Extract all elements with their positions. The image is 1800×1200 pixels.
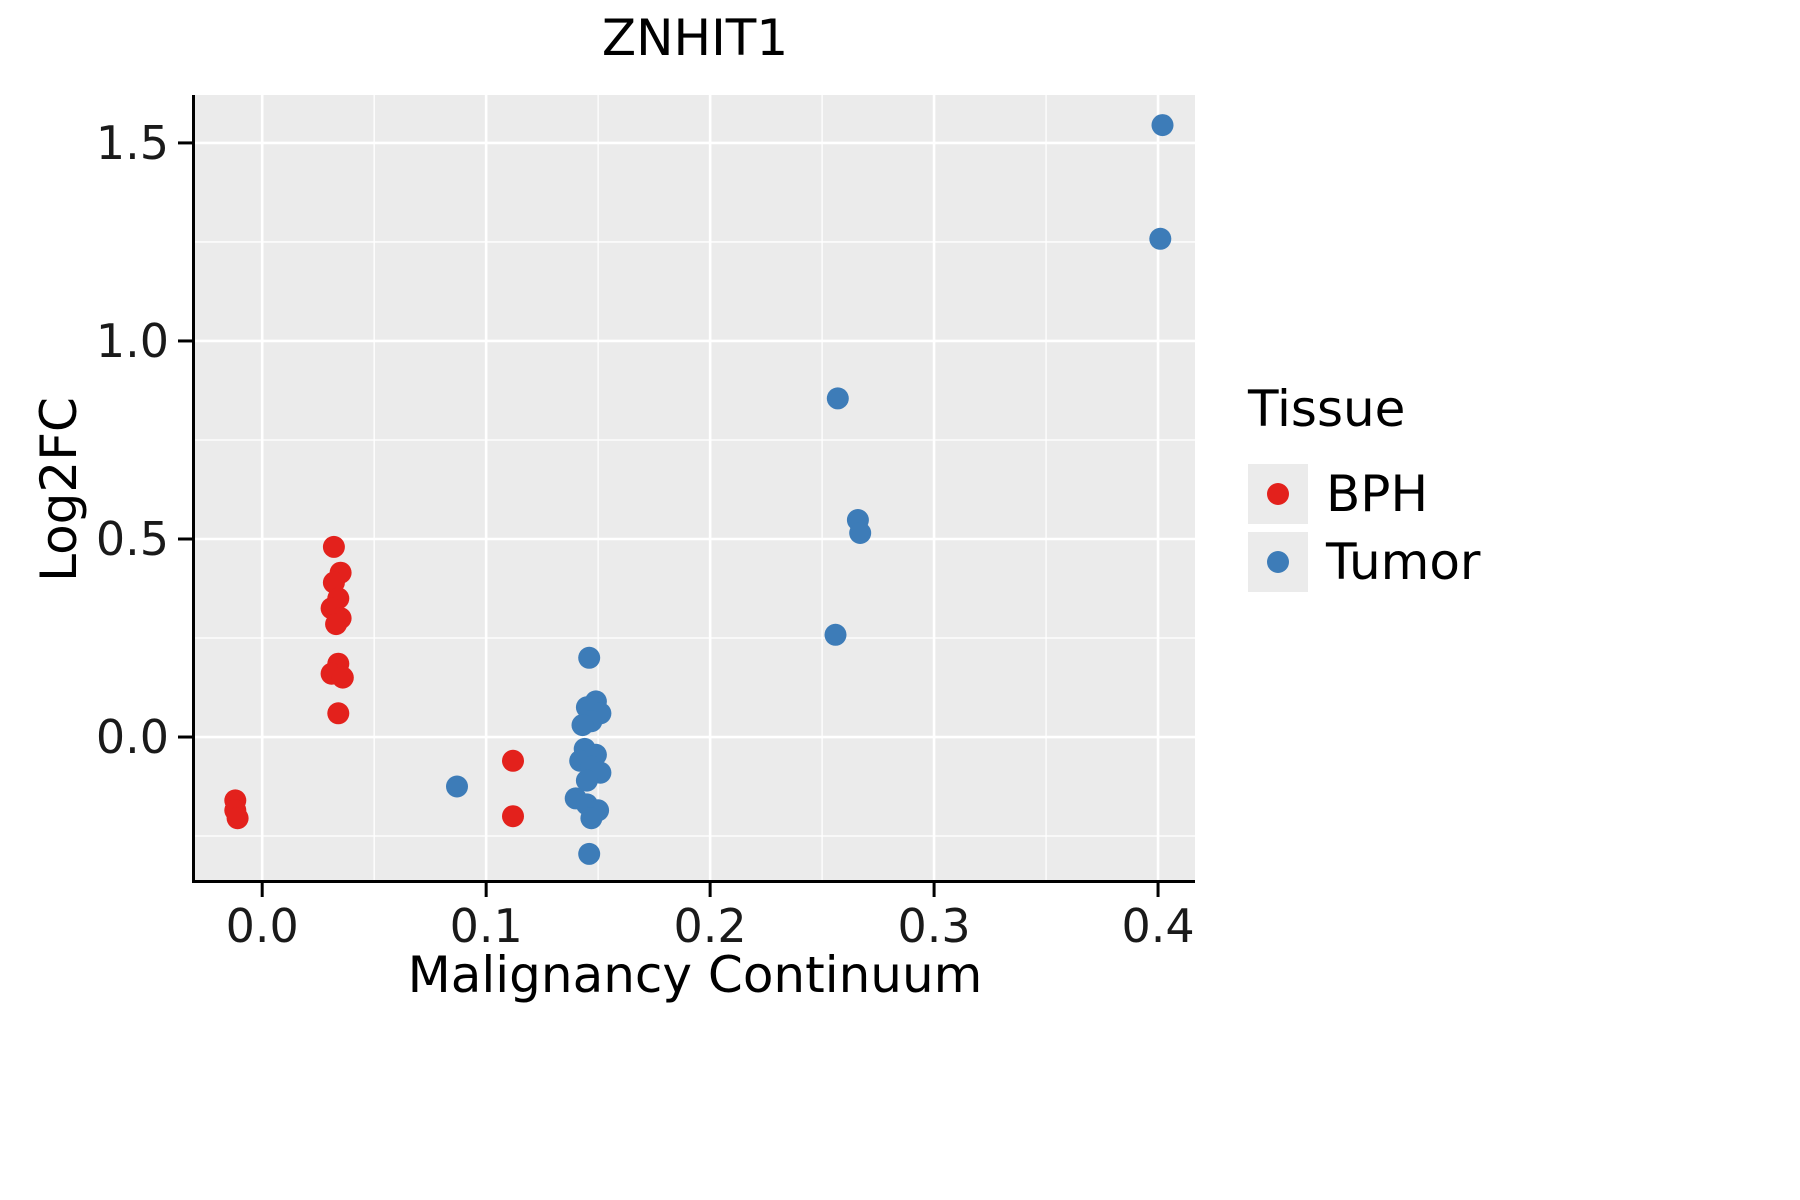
point-tumor [1151,114,1174,137]
point-bph [226,807,249,830]
legend-entry-tumor: Tumor [1248,532,1481,592]
bph-swatch-icon [1267,483,1289,505]
point-tumor [826,387,849,410]
legend: Tissue BPH Tumor [1248,380,1481,600]
x-tick-label: 0.3 [898,899,971,953]
point-tumor [571,714,594,737]
point-bph [502,749,524,772]
y-axis-title: Log2FC [30,397,88,582]
y-tick-label: 0.5 [96,512,169,566]
x-tick-label: 0.4 [1121,899,1194,953]
chart-title: ZNHIT1 [601,9,789,67]
legend-title: Tissue [1248,380,1406,438]
point-tumor [446,775,468,798]
y-tick-label: 0.0 [96,710,169,764]
legend-entry-bph: BPH [1248,464,1481,524]
x-tick-label: 0.1 [450,899,523,953]
legend-label-bph: BPH [1326,465,1429,523]
point-tumor [1149,227,1172,250]
x-axis-title: Malignancy Continuum [407,946,983,1004]
x-tick-label: 0.0 [226,899,299,953]
point-tumor [849,522,872,544]
point-bph [502,805,524,828]
plot-panel [195,95,1195,880]
point-tumor [578,842,601,865]
legend-key-bph [1248,464,1308,524]
point-tumor [824,623,847,646]
point-tumor [580,807,603,830]
point-bph [331,666,354,689]
point-tumor [575,769,598,792]
tumor-swatch-icon [1267,551,1289,573]
x-tick-label: 0.2 [674,899,747,953]
legend-label-tumor: Tumor [1326,533,1481,591]
point-bph [322,535,345,558]
legend-key-tumor [1248,532,1308,592]
y-tick-label: 1.5 [96,116,169,170]
y-tick-label: 1.0 [96,314,169,368]
point-tumor [578,646,601,669]
point-bph [325,613,348,636]
point-bph [327,702,350,725]
